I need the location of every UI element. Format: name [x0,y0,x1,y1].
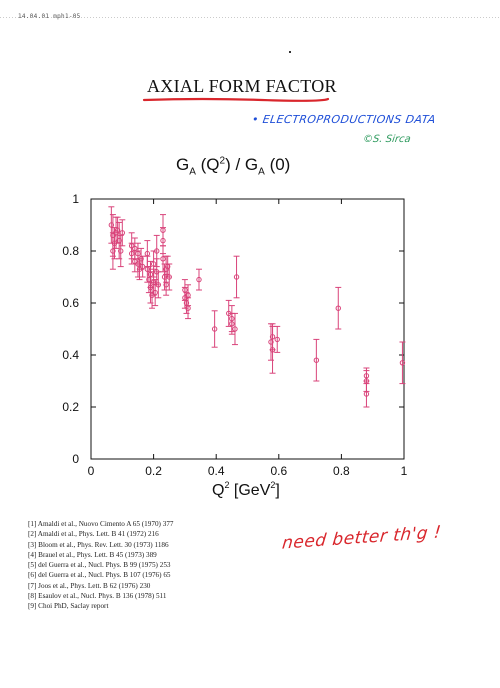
data-marker [108,222,115,228]
data-marker [335,305,341,311]
chart-title-sub-a: A [189,166,196,178]
chart-title-open: (Q [200,155,220,174]
reference-item: [5] del Guerra et al., Nucl. Phys. B 99 … [28,561,171,570]
data-marker [196,276,202,283]
x-tick-label: 0 [88,464,95,478]
data-point [313,338,320,382]
data-marker [160,256,166,262]
data-point [153,234,160,268]
data-marker [185,305,191,311]
x-tick-label: 0.4 [208,464,225,478]
data-marker [118,248,124,254]
title-underline [142,97,330,102]
data-marker [363,391,370,397]
data-marker [229,315,235,322]
data-point [211,310,218,348]
data-point [128,242,135,265]
data-marker [160,237,166,244]
chart-title-g: G [176,155,190,174]
reference-item: [4] Brauel et al., Phys. Lett. B 45 (197… [28,550,157,559]
chart-title-sup-2: 2 [219,155,226,167]
data-marker [233,274,240,280]
y-tick-label: 0.2 [62,400,79,414]
reference-list: [1] Amaldi et al., Nuovo Cimento A 65 (1… [28,519,288,612]
data-point [399,341,406,385]
data-point [225,299,232,327]
data-marker [132,258,138,265]
data-marker [152,289,158,296]
axial-form-factor-chart: 0 0.2 0.4 0.6 0.8 1 0 0.2 0.4 0.6 0.8 1 Q2 [GeV2] [62,192,407,499]
data-marker [135,261,141,267]
data-marker [116,237,122,244]
data-marker [128,250,135,257]
data-point [163,273,170,296]
y-tick-label: 1 [72,192,79,206]
data-point [119,219,126,247]
data-marker [150,261,157,267]
chart-title-close: ) / G [225,155,259,174]
data-marker [313,357,320,363]
data-point [166,263,173,291]
data-marker [183,300,190,306]
x-tick-label: 1 [401,464,408,478]
data-marker [114,227,121,233]
data-marker [274,336,280,343]
handwritten-note-need-better: need better th'g ! [281,522,443,554]
y-tick-label: 0.8 [62,244,79,258]
x-axis-label: Q2 [GeV2] [212,480,280,499]
chart-title-sub-a2: A [258,166,265,178]
stray-dot [289,51,291,53]
data-marker [268,339,274,345]
x-tick-label: 0.2 [145,464,162,478]
data-point [159,245,166,273]
chart-title-zero: (0) [269,155,291,174]
data-marker [166,274,172,280]
data-point [274,325,281,353]
data-marker [163,282,169,288]
data-point [152,279,159,307]
data-point [231,312,238,346]
reference-item: [1] Amaldi et al., Nuovo Cimento A 65 (1… [28,520,174,528]
data-marker [154,248,160,254]
plot-frame [90,198,405,460]
reference-item: [6] del Guerra et al., Nucl. Phys. B 107… [28,571,171,580]
data-point [131,250,138,273]
data-point [335,286,342,330]
chart-title: GA (Q2) / GA (0) [176,155,290,177]
data-marker [232,326,238,332]
data-marker [155,282,161,288]
data-point [233,255,240,299]
reference-item: [8] Esaulov et al., Nucl. Phys. B 136 (1… [28,592,167,601]
reference-item: [7] Joos et al., Phys. Lett. B 62 (1976)… [28,581,151,590]
slide-id: 14.04.01 mph1-05 [18,13,81,20]
data-point [155,271,162,299]
y-tick-label: 0 [72,452,79,466]
x-tick-label: 0.8 [333,464,350,478]
data-point [195,268,202,291]
data-point [269,323,276,351]
data-marker [147,271,154,278]
data-marker [269,334,276,340]
data-point [109,232,116,270]
reference-item: [3] Bloom et al., Phys. Rev. Lett. 30 (1… [28,540,169,549]
data-point [363,380,370,408]
reference-item: [9] Choi PhD, Saclay report [28,602,109,611]
data-marks [108,206,406,408]
x-tick-label: 0.6 [270,464,287,478]
data-point [267,323,274,361]
page-title: AXIAL FORM FACTOR [147,76,337,96]
data-marker [399,360,406,366]
reference-item: [2] Amaldi et al., Phys. Lett. B 41 (197… [28,530,159,539]
data-marker [211,326,218,332]
y-tick-label: 0.4 [62,348,79,362]
data-marker [146,276,152,283]
data-point [185,297,192,320]
y-tick-label: 0.6 [62,296,79,310]
data-point [147,260,154,288]
data-point [228,305,235,333]
data-point [117,234,124,268]
header-rule [0,6,500,18]
data-marker [110,248,116,254]
axis-ticks: 0 0.2 0.4 0.6 0.8 1 0 0.2 0.4 0.6 0.8 1 [62,192,407,478]
